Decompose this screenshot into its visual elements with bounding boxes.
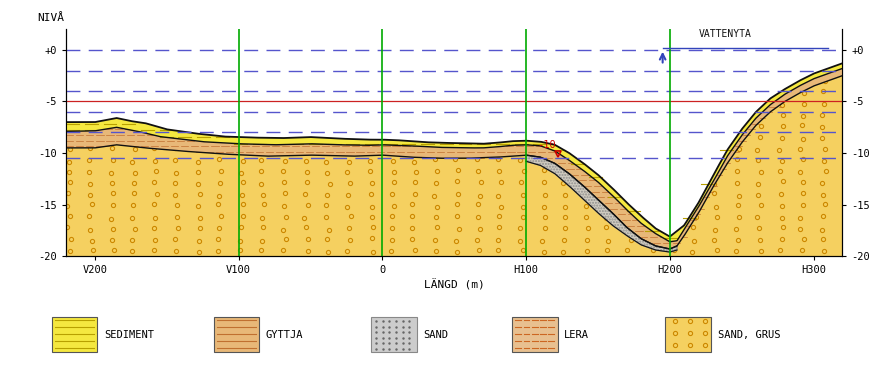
Text: SAND: SAND	[423, 330, 448, 340]
Bar	[52, 317, 98, 352]
Bar	[371, 317, 416, 352]
Bar	[512, 317, 557, 352]
Text: NIVÅ: NIVÅ	[37, 13, 64, 23]
Bar	[665, 317, 711, 352]
Text: VATTENYTA: VATTENYTA	[699, 29, 751, 38]
Text: SAND, GRUS: SAND, GRUS	[718, 330, 780, 340]
Bar	[213, 317, 259, 352]
X-axis label: LÄNGD (m): LÄNGD (m)	[424, 279, 484, 291]
Text: SEDIMENT: SEDIMENT	[104, 330, 154, 340]
Text: -10: -10	[538, 140, 557, 150]
Text: LERA: LERA	[564, 330, 589, 340]
Text: GYTTJA: GYTTJA	[265, 330, 303, 340]
